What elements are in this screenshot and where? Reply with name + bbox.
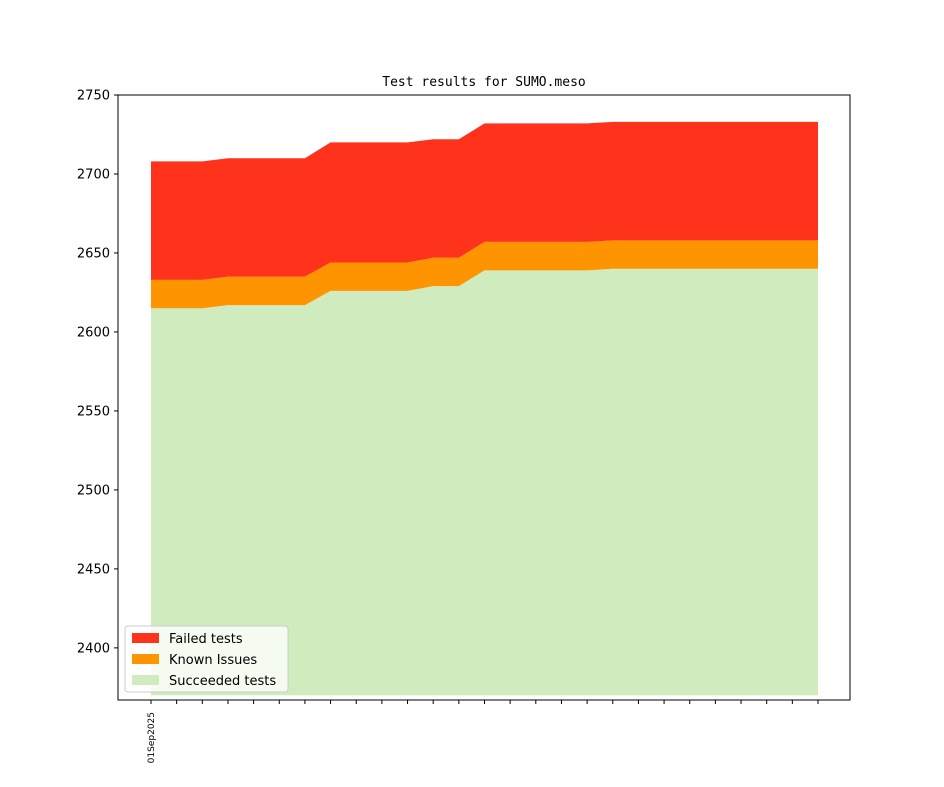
legend-swatch-succeeded-tests bbox=[132, 675, 159, 685]
y-tick-label: 2650 bbox=[77, 246, 110, 261]
x-axis: 01Sep2025 bbox=[147, 700, 819, 763]
legend-label-failed-tests: Failed tests bbox=[169, 632, 243, 647]
area-failed-tests bbox=[151, 121, 818, 280]
x-tick-label: 01Sep2025 bbox=[147, 712, 157, 763]
legend-box bbox=[124, 625, 289, 693]
area-series-group bbox=[151, 121, 818, 696]
y-tick-label: 2700 bbox=[77, 167, 110, 182]
legend: Failed tests Known Issues Succeeded tests bbox=[124, 625, 289, 693]
area-succeeded-tests bbox=[151, 268, 818, 696]
area-known-issues bbox=[151, 240, 818, 309]
legend-swatch-known-issues bbox=[132, 654, 159, 664]
y-axis: 2400 2450 2500 2550 2600 2650 2700 2750 bbox=[77, 89, 118, 656]
y-tick-label: 2450 bbox=[77, 562, 110, 577]
y-tick-label: 2500 bbox=[77, 483, 110, 498]
y-tick-label: 2400 bbox=[77, 641, 110, 656]
y-tick-label: 2550 bbox=[77, 404, 110, 419]
legend-label-known-issues: Known Issues bbox=[169, 653, 257, 668]
chart-title: Test results for SUMO.meso bbox=[382, 75, 586, 90]
legend-label-succeeded-tests: Succeeded tests bbox=[169, 674, 276, 689]
y-tick-label: 2750 bbox=[77, 89, 110, 104]
y-tick-label: 2600 bbox=[77, 325, 110, 340]
legend-swatch-failed-tests bbox=[132, 633, 159, 643]
